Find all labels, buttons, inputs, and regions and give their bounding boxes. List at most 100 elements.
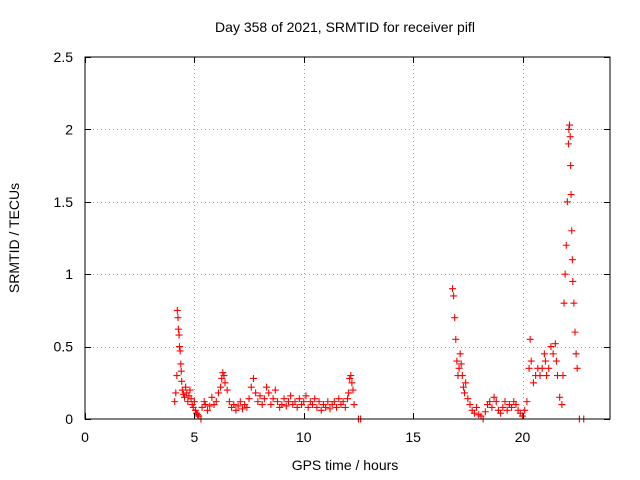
data-point — [452, 335, 460, 343]
data-point — [508, 403, 516, 411]
data-point — [245, 395, 253, 403]
data-point — [217, 383, 225, 391]
data-point — [313, 403, 321, 411]
data-point — [558, 401, 566, 409]
data-point — [525, 364, 533, 372]
data-point — [171, 398, 179, 406]
data-point — [208, 393, 216, 401]
data-point — [572, 350, 580, 358]
data-point — [243, 403, 251, 411]
data-point — [221, 379, 229, 387]
data-point — [174, 325, 182, 333]
data-point — [339, 398, 347, 406]
data-point — [176, 347, 184, 355]
data-point — [330, 398, 338, 406]
data-point — [462, 379, 470, 387]
data-point — [236, 398, 244, 406]
data-point — [311, 395, 319, 403]
data-point — [326, 405, 334, 413]
data-point — [247, 383, 255, 391]
data-point — [252, 389, 260, 397]
data-point — [198, 403, 206, 411]
data-point — [521, 406, 529, 414]
data-point — [265, 389, 273, 397]
data-point — [567, 191, 575, 199]
data-point — [561, 270, 569, 278]
data-point — [562, 241, 570, 249]
data-point — [256, 392, 264, 400]
data-point — [450, 292, 458, 300]
data-point — [547, 343, 555, 351]
data-point — [300, 398, 308, 406]
data-point — [179, 390, 187, 398]
data-point — [254, 398, 262, 406]
data-point — [568, 227, 576, 235]
data-point — [267, 401, 275, 409]
data-point — [523, 398, 531, 406]
data-point — [499, 403, 507, 411]
data-point — [341, 403, 349, 411]
data-point — [538, 364, 546, 372]
data-point — [291, 398, 299, 406]
data-point — [173, 372, 181, 380]
data-point — [568, 256, 576, 264]
data-point — [527, 357, 535, 365]
data-point — [549, 350, 557, 358]
data-point — [570, 299, 578, 307]
data-point — [349, 386, 357, 394]
data-point — [225, 398, 233, 406]
data-point — [473, 403, 481, 411]
data-point — [177, 367, 185, 375]
data-point — [302, 392, 310, 400]
data-point — [214, 389, 222, 397]
data-point — [573, 364, 581, 372]
data-point — [458, 372, 466, 380]
data-point — [206, 402, 214, 410]
data-point — [461, 389, 469, 397]
data-point — [173, 306, 181, 314]
data-point — [263, 383, 271, 391]
data-point — [563, 198, 571, 206]
data-points — [171, 121, 588, 423]
data-point — [335, 395, 343, 403]
data-point — [344, 395, 351, 403]
data-point — [456, 350, 464, 358]
data-point — [177, 360, 185, 368]
y-tick-label: 0 — [65, 411, 73, 427]
data-point — [453, 357, 461, 365]
y-axis-label: SRMTID / TECUs — [6, 183, 22, 293]
data-point — [293, 403, 301, 411]
tick-labels: 0 5 10 15 20 0 0.5 1 1.5 2 2.5 — [54, 49, 531, 445]
data-point — [490, 393, 498, 401]
y-tick-label: 1 — [65, 266, 73, 282]
data-point — [501, 398, 509, 406]
x-tick-label: 15 — [405, 429, 421, 445]
data-point — [529, 379, 537, 387]
data-point — [315, 398, 323, 406]
data-point — [560, 299, 568, 307]
data-point — [566, 121, 574, 129]
data-point — [223, 386, 231, 394]
data-point — [488, 403, 496, 411]
data-point — [201, 401, 209, 409]
data-point — [295, 395, 303, 403]
data-point — [459, 383, 467, 391]
data-point — [174, 314, 182, 322]
data-point — [269, 395, 277, 403]
data-point — [536, 372, 544, 380]
data-point — [466, 401, 474, 409]
data-point — [324, 398, 332, 406]
grid — [85, 57, 610, 419]
data-point — [175, 331, 183, 339]
plot-frame — [84, 56, 611, 420]
data-point — [239, 405, 246, 413]
data-point — [492, 398, 500, 406]
data-point — [333, 403, 341, 411]
data-point — [181, 393, 189, 401]
data-point — [182, 383, 190, 391]
data-point — [282, 402, 290, 410]
data-point — [187, 395, 195, 403]
data-point — [284, 398, 292, 406]
data-point — [220, 372, 228, 380]
